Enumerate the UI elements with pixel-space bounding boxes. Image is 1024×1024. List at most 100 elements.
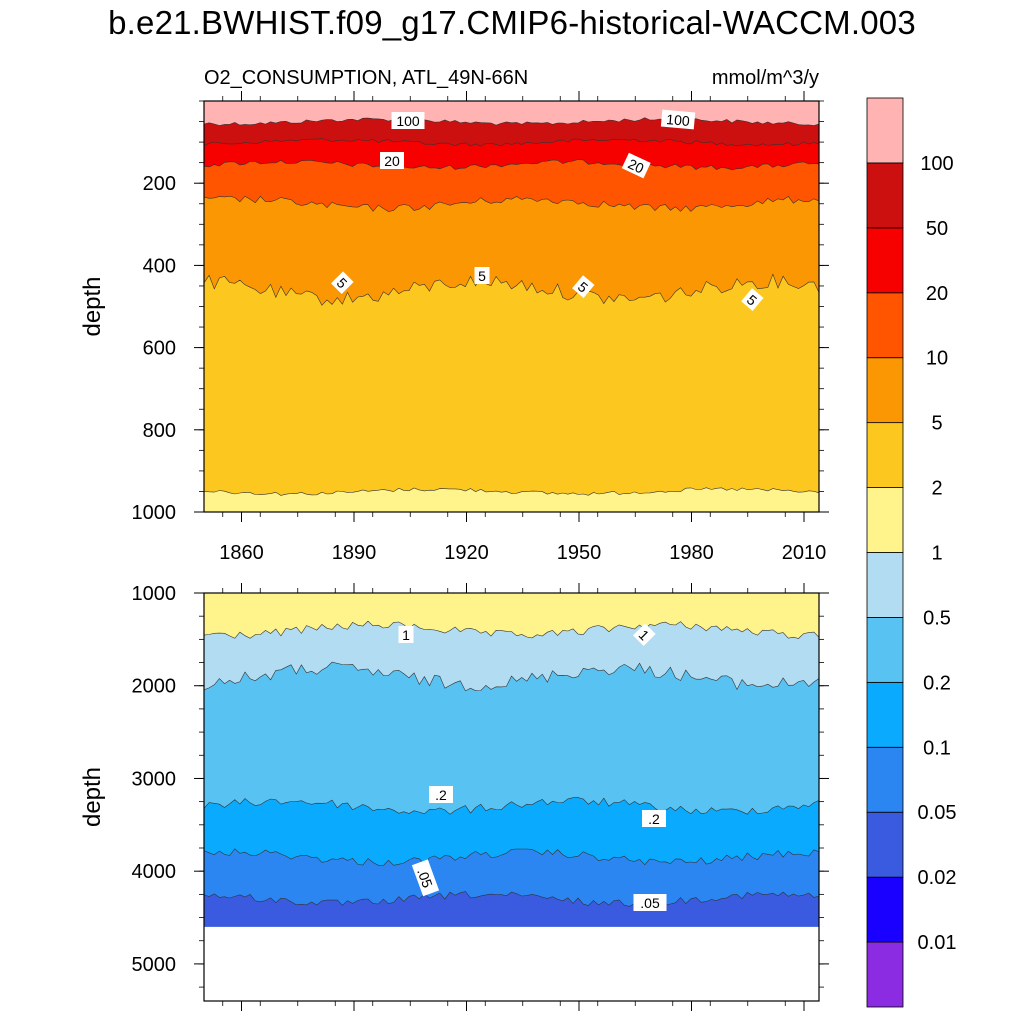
contour-label: 5 xyxy=(474,267,490,284)
band-5 xyxy=(204,196,819,306)
y-tick-label: 3000 xyxy=(132,768,177,790)
colorbar-label: 0.2 xyxy=(923,672,951,694)
colorbar-swatch xyxy=(866,617,904,683)
x-tick-label: 1980 xyxy=(669,542,714,564)
contour-line-0.1 xyxy=(203,797,820,815)
y-axis-title: depth xyxy=(79,276,106,336)
colorbar-label: 0.5 xyxy=(923,607,951,629)
y-axis-title: depth xyxy=(79,767,106,827)
contour-label: 100 xyxy=(391,112,425,129)
x-tick-label: 1950 xyxy=(557,542,602,564)
colorbar-swatch xyxy=(866,681,904,748)
contour-label: 5 xyxy=(572,275,595,298)
x-tick-label: 1860 xyxy=(219,542,264,564)
contour-label-box xyxy=(633,623,656,646)
colorbar-label: 20 xyxy=(926,283,948,305)
y-tick-label: 4000 xyxy=(132,861,177,883)
colorbar-swatch xyxy=(866,357,904,424)
contour-label-text: 100 xyxy=(666,111,691,129)
colorbar-swatch xyxy=(866,552,904,618)
contour-label-box xyxy=(411,859,440,897)
x-tick-label: 1920 xyxy=(444,542,489,564)
colorbar-label: 0.1 xyxy=(923,737,951,759)
contour-label-box xyxy=(741,288,764,311)
colorbar-swatch xyxy=(866,876,904,943)
y-tick-label: 1000 xyxy=(132,583,177,605)
contour-label-text: .05 xyxy=(414,866,436,890)
colorbar-label: 5 xyxy=(931,413,942,435)
contour-label: 20 xyxy=(621,152,651,179)
contour-label: 1 xyxy=(398,626,414,643)
colorbar-label: 1 xyxy=(931,543,942,565)
contour-line-0.05 xyxy=(203,848,820,866)
contour-line-2 xyxy=(203,273,820,306)
contour-label-text: .2 xyxy=(648,811,660,827)
contour-line-50 xyxy=(203,117,820,126)
variable-label: O2_CONSUMPTION, ATL_49N-66N xyxy=(204,67,528,89)
contour-line-0.5 xyxy=(203,620,820,639)
colorbar-label: 0.05 xyxy=(918,802,957,824)
contour-label-box xyxy=(642,810,666,827)
y-tick-label: 600 xyxy=(143,338,176,360)
contour-line-0.2 xyxy=(203,661,820,692)
colorbar-swatch xyxy=(866,941,904,1008)
colorbar-swatch xyxy=(866,487,904,553)
contour-label-text: 20 xyxy=(384,153,400,169)
contour-label: .2 xyxy=(642,810,666,827)
colorbar: 0.01 0.02 0.05 0.1 0.2 0.5 1 2 5 10 20 50 100 xyxy=(866,97,957,1008)
contour-label-box xyxy=(572,275,595,298)
contour-label-text: 5 xyxy=(478,268,486,284)
colorbar-swatch xyxy=(866,162,904,229)
band-0.2 xyxy=(204,662,819,833)
contour-line-20 xyxy=(203,138,820,147)
colorbar-swatch xyxy=(866,292,904,359)
band-1 xyxy=(204,487,819,512)
contour-label-box xyxy=(429,786,453,803)
contour-label-box xyxy=(633,894,667,911)
y-tick-label: 800 xyxy=(143,420,176,442)
contour-label-box xyxy=(380,152,404,169)
y-tick-label: 2000 xyxy=(132,676,177,698)
y-tick-label: 5000 xyxy=(132,954,177,976)
units-label: mmol/m^3/y xyxy=(712,67,819,89)
contour-label: 20 xyxy=(380,152,404,169)
colorbar-swatch xyxy=(866,227,904,294)
contour-label-box xyxy=(621,152,651,179)
contour-line-10 xyxy=(203,159,820,171)
band-0.02 xyxy=(204,891,819,927)
contour-label-box xyxy=(391,112,425,129)
lower-panel: 1000 2000 3000 4000 5000 depth 1 1 .2 .2 .05 .05 xyxy=(79,583,829,1011)
contour-label: 5 xyxy=(741,288,764,311)
x-tick-label: 2010 xyxy=(782,542,827,564)
contour-label: .05 xyxy=(633,894,667,911)
contour-label: 100 xyxy=(660,109,696,130)
y-tick-label: 200 xyxy=(143,173,176,195)
colorbar-swatch xyxy=(866,746,904,813)
contour-label-text: 100 xyxy=(396,113,420,129)
plot-frame xyxy=(203,592,820,1002)
contour-label-box xyxy=(474,267,490,284)
contour-label-text: .05 xyxy=(640,895,660,911)
y-tick-label: 400 xyxy=(143,255,176,277)
colorbar-swatch xyxy=(866,422,904,488)
contour-label-box xyxy=(331,271,354,294)
colorbar-label: 2 xyxy=(931,478,942,500)
band-10 xyxy=(204,159,819,214)
contour-label-box xyxy=(398,626,414,643)
colorbar-label: 0.01 xyxy=(918,932,957,954)
contour-label-text: 1 xyxy=(402,627,410,643)
contour-line-1 xyxy=(203,487,820,496)
contour-label-box xyxy=(660,109,696,130)
contour-label: .2 xyxy=(429,786,453,803)
colorbar-label: 100 xyxy=(920,153,953,175)
x-tick-label: 1890 xyxy=(332,542,377,564)
contour-label: 1 xyxy=(633,623,656,646)
contour-line-0.02 xyxy=(203,891,820,907)
colorbar-label: 50 xyxy=(926,218,948,240)
y-tick-label: 1000 xyxy=(132,502,177,524)
colorbar-label: 0.02 xyxy=(918,867,957,889)
colorbar-swatch xyxy=(866,811,904,878)
band-2 xyxy=(204,274,819,512)
